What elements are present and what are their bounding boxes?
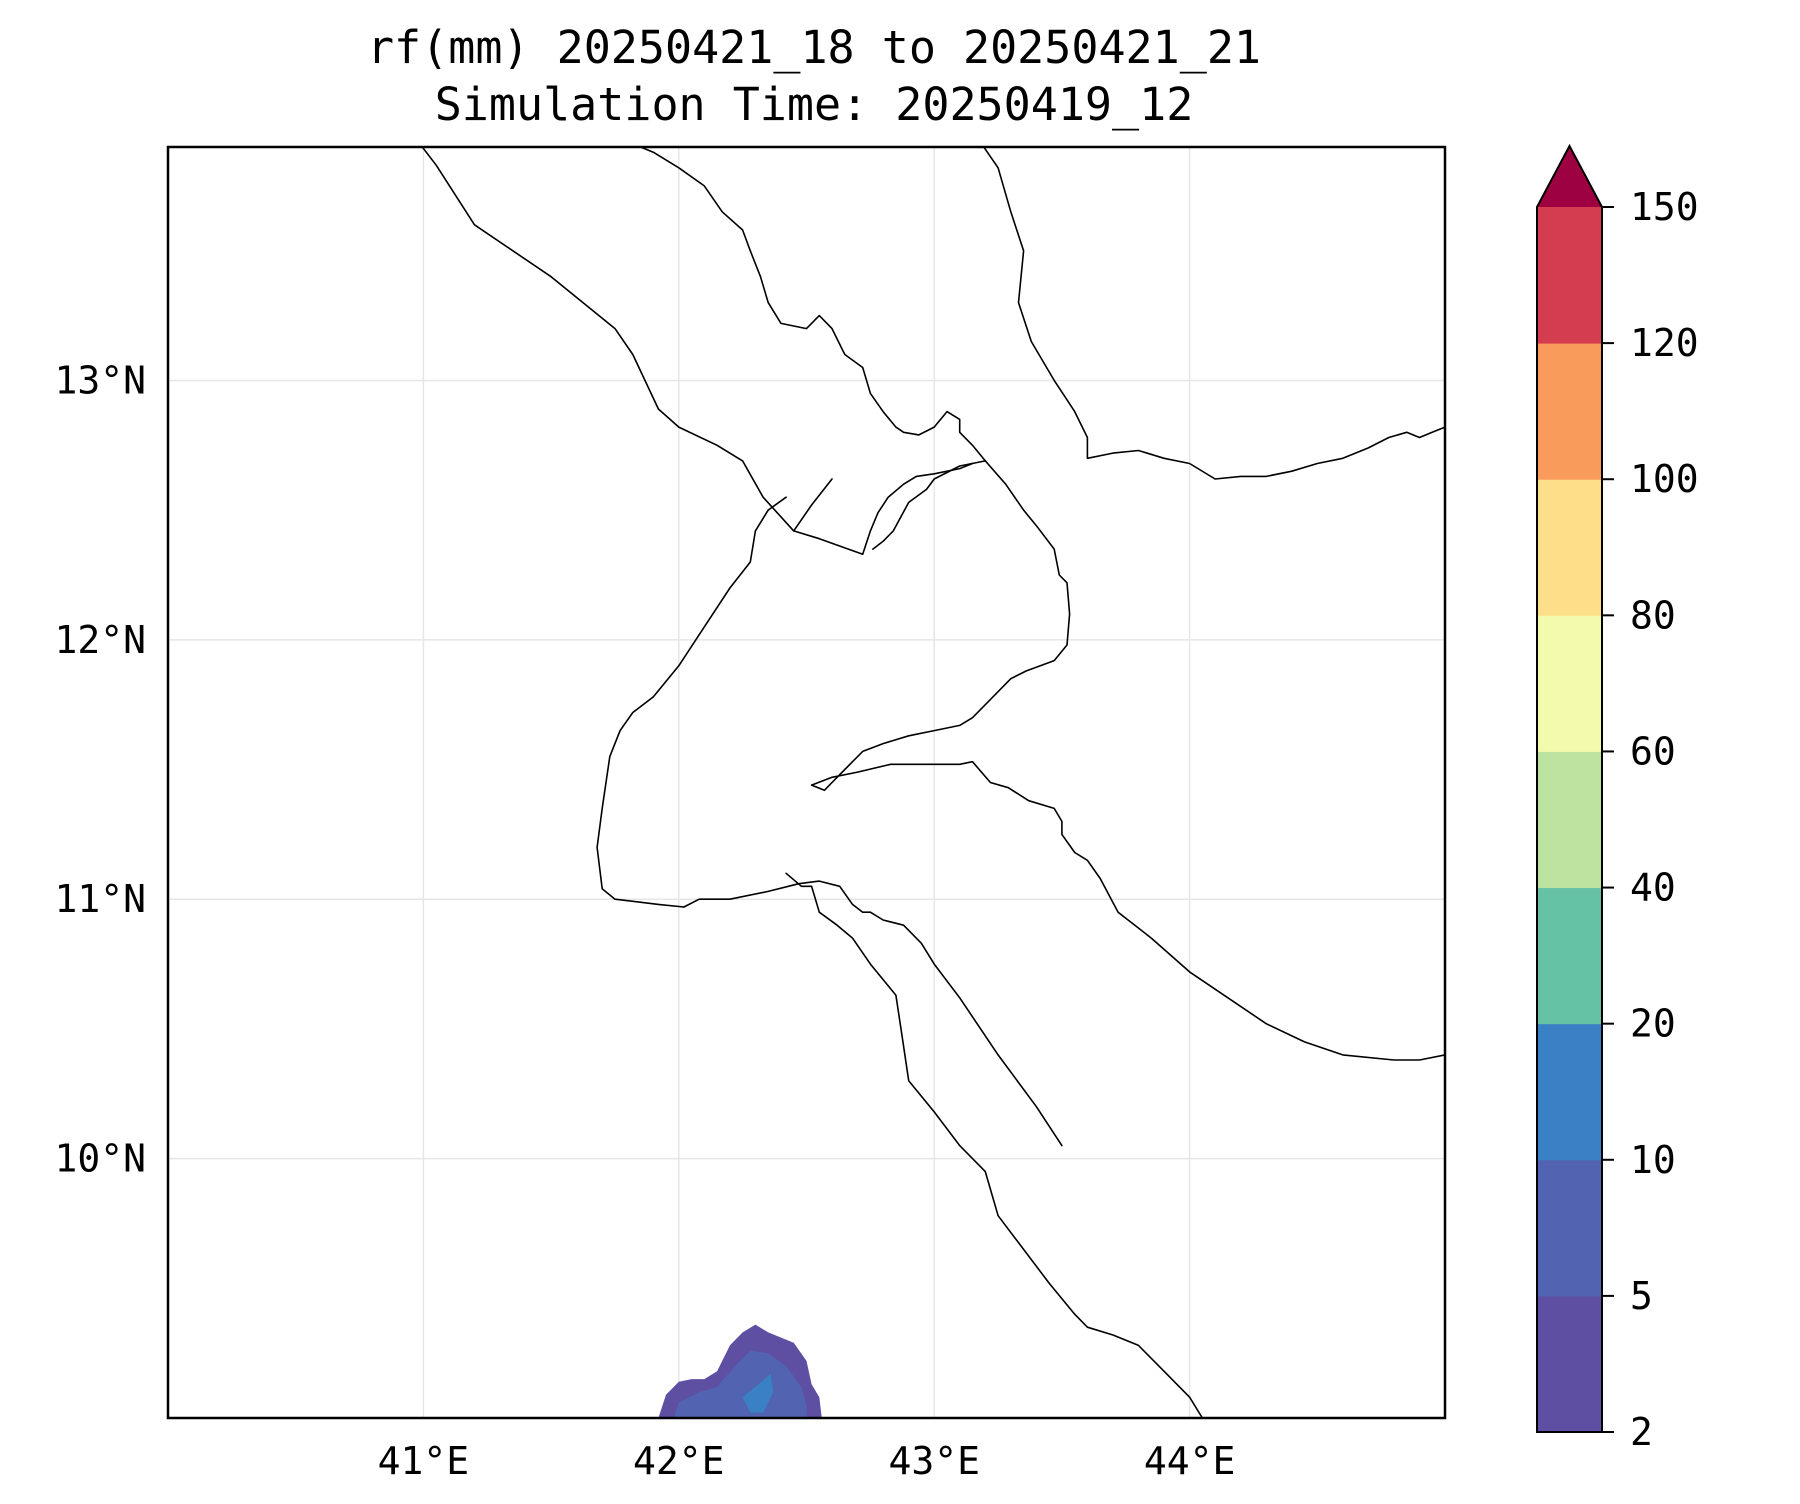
colorbar-outline — [1536, 143, 1603, 1433]
colorbar-segment — [1537, 1023, 1602, 1161]
rain-contour-5-10 — [673, 1350, 807, 1418]
colorbar-segment — [1537, 615, 1602, 752]
lon-tick-label: 43°E — [888, 1439, 980, 1483]
rain-contour-10-20 — [742, 1373, 774, 1413]
lon-tick-label: 41°E — [378, 1439, 470, 1483]
coastline — [596, 496, 787, 908]
colorbar-tick-label: 80 — [1630, 593, 1676, 637]
colorbar-segment — [1537, 751, 1602, 889]
colorbar-tick-label: 10 — [1630, 1138, 1676, 1182]
axis-ticks: 41°E 42°E 43°E 44°E 10°N 11°N 12°N 13°N — [54, 358, 1235, 1483]
lat-tick-label: 13°N — [54, 358, 146, 402]
colorbar-tick-label: 60 — [1630, 729, 1676, 773]
colorbar: 2 5 10 20 40 60 80 100 120 150 — [1536, 143, 1699, 1454]
colorbar-segment — [1537, 1159, 1602, 1297]
lon-tick-label: 42°E — [633, 1439, 725, 1483]
colorbar-tick-label: 120 — [1630, 321, 1699, 365]
coastline — [638, 147, 987, 462]
colorbar-extend-arrow — [1537, 146, 1602, 207]
map-frame — [166, 145, 1447, 1420]
colorbar-segment — [1537, 207, 1602, 344]
coastline — [421, 147, 864, 556]
gridlines — [168, 147, 1445, 1418]
coastline — [683, 880, 1063, 1147]
coastlines-and-borders — [421, 147, 1445, 1418]
lat-tick-label: 10°N — [54, 1137, 146, 1181]
coastline — [785, 872, 1204, 1418]
colorbar-tick-label: 2 — [1630, 1410, 1653, 1454]
title-line-2: Simulation Time: 20250419_12 — [435, 78, 1194, 131]
colorbar-tick-label: 5 — [1630, 1274, 1653, 1318]
coastline — [982, 147, 1445, 480]
lat-tick-label: 11°N — [54, 877, 146, 921]
coastline — [861, 462, 974, 556]
rainfall-contours — [658, 1324, 822, 1418]
coastline — [872, 460, 987, 550]
coastline — [810, 460, 1445, 1061]
colorbar-segment — [1537, 1295, 1602, 1433]
colorbar-segment — [1537, 343, 1602, 480]
colorbar-tick-label: 40 — [1630, 866, 1676, 910]
lon-tick-label: 44°E — [1144, 1439, 1236, 1483]
colorbar-tick-label: 150 — [1630, 185, 1699, 229]
coastline — [792, 478, 833, 532]
colorbar-tick-label: 20 — [1630, 1002, 1676, 1046]
lat-tick-label: 12°N — [54, 618, 146, 662]
colorbar-segment — [1537, 887, 1602, 1025]
colorbar-tick-label: 100 — [1630, 457, 1699, 501]
colorbar-segment — [1537, 479, 1602, 616]
title-line-1: rf(mm) 20250421_18 to 20250421_21 — [367, 21, 1261, 74]
